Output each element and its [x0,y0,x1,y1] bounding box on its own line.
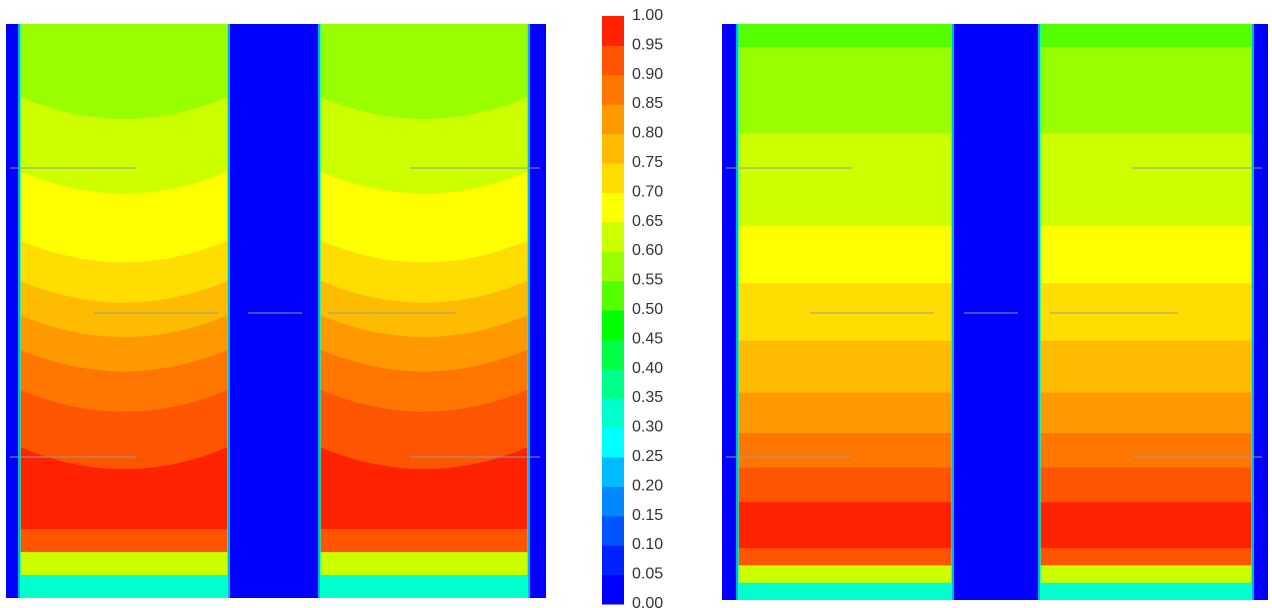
colorbar-tick-label: 0.95 [632,36,663,53]
column-edge [318,24,321,598]
colorbar-tick-label: 0.65 [632,213,663,230]
colorbar-bin [602,339,624,370]
colorbar-bin [602,280,624,311]
column-edge [736,24,739,600]
left-contour-panel [6,24,546,599]
colorbar-tick-label: 0.20 [632,477,663,494]
colorbar-bin [602,221,624,252]
colorbar-bin [602,104,624,135]
colorbar-tick-label: 0.00 [632,595,663,608]
colorbar-tick-label: 0.25 [632,448,663,465]
contour-band [320,575,528,598]
column-edge [18,24,21,598]
colorbar-tick-label: 0.30 [632,419,663,436]
colorbar-tick-label: 0.10 [632,536,663,553]
colorbar-bin [602,486,624,517]
colorbar-tick-label: 1.00 [632,7,663,24]
colorbar-bin [602,74,624,105]
colorbar-tick-label: 0.75 [632,154,663,171]
column-edge [1251,24,1254,600]
colorbar-bin [602,251,624,282]
porous-column [318,24,530,599]
column-edge [1038,24,1041,600]
colorbar-tick-label: 0.85 [632,95,663,112]
colorbar-tick-label: 0.60 [632,242,663,259]
colorbar-bin [602,368,624,399]
contour-band [738,582,952,600]
column-edge [527,24,530,598]
colorbar-bin [602,427,624,458]
colorbar-bin [602,457,624,487]
colorbar-tick-label: 0.80 [632,125,663,142]
colorbar-tick-label: 0.70 [632,183,663,200]
colorbar-bin [602,45,624,76]
porous-column [18,24,230,599]
colorbar-tick-label: 0.90 [632,66,663,83]
colorbar-bin [602,398,624,429]
colorbar-bin [602,574,624,605]
colorbar-tick-label: 0.45 [632,330,663,347]
colorbar-bin [602,163,624,193]
colorbar-bin [602,515,624,546]
contour-band [1040,582,1252,600]
colorbar-tick-label: 0.05 [632,566,663,583]
column-edge [227,24,230,598]
porous-column [1038,24,1254,600]
colorbar-bin [602,133,624,164]
colorbar-tick-label: 0.50 [632,301,663,318]
contour-band [20,575,228,598]
colorbar-tick-label: 0.15 [632,507,663,524]
right-contour-panel [722,24,1268,600]
colorbar-tick-label: 0.55 [632,272,663,289]
colorbar-tick-label: 0.35 [632,389,663,406]
porous-column [736,24,954,600]
colorbar-tick-label: 0.40 [632,360,663,377]
colorbar: 1.00 0.95 0.90 0.85 0.80 0.75 0.70 0.65 0.60 0.55… [602,7,663,608]
colorbar-bin [602,545,624,576]
colorbar-bin [602,192,624,223]
colorbar-bin [602,310,624,340]
column-edge [951,24,954,600]
colorbar-bin [602,16,624,46]
